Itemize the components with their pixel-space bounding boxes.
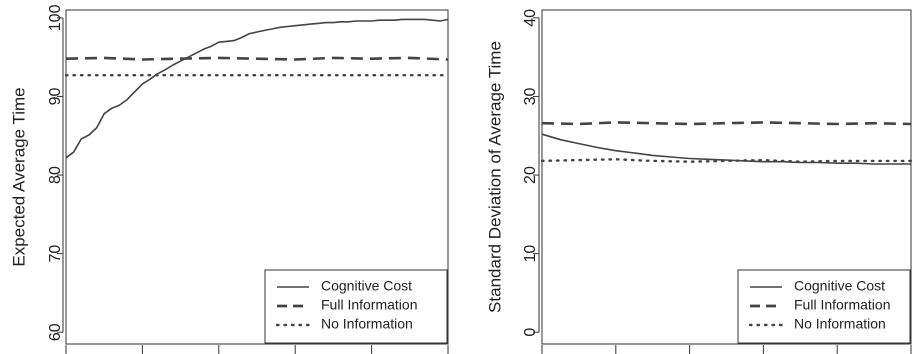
y-tick-label: 90: [47, 87, 64, 105]
plot-frame: [65, 9, 449, 345]
legend: Cognitive Cost Full Information No Informa…: [264, 269, 448, 344]
legend-label: Cognitive Cost: [794, 278, 885, 294]
y-tick-label: 0: [522, 328, 539, 337]
legend: Cognitive Cost Full Information No Informa…: [737, 269, 911, 344]
series-line-full-information: [65, 56, 449, 61]
y-axis-title: Expected Average Time: [9, 87, 28, 266]
y-tick-label: 60: [47, 323, 64, 341]
plot-frame: [541, 9, 912, 345]
y-tick-label: 100: [47, 4, 64, 31]
y-axis-title: Standard Deviation of Average Time: [485, 41, 504, 313]
y-tick-label: 70: [47, 245, 64, 263]
left-chart-panel: 60 70 80 90 100 Expected Average Time Cognitiv…: [9, 4, 450, 354]
y-tick-label: 10: [522, 245, 539, 263]
series-line-no-information: [540, 158, 913, 163]
y-tick-label: 40: [522, 9, 539, 27]
legend-label: Full Information: [321, 297, 417, 313]
y-tick-label: 80: [47, 166, 64, 184]
y-tick-label: 30: [522, 87, 539, 105]
legend-box: [737, 269, 911, 344]
legend-label: Full Information: [794, 297, 890, 313]
series-line-cognitive-cost: [541, 133, 911, 165]
series-line-cognitive-cost: [65, 18, 449, 159]
legend-label: No Information: [794, 316, 886, 332]
legend-label: Cognitive Cost: [321, 278, 412, 294]
right-chart-panel: 0 10 20 30 40 Standard Deviation of Average T…: [485, 9, 913, 354]
legend-label: No Information: [321, 316, 413, 332]
y-tick-label: 20: [522, 166, 539, 184]
series-line-full-information: [541, 121, 912, 126]
